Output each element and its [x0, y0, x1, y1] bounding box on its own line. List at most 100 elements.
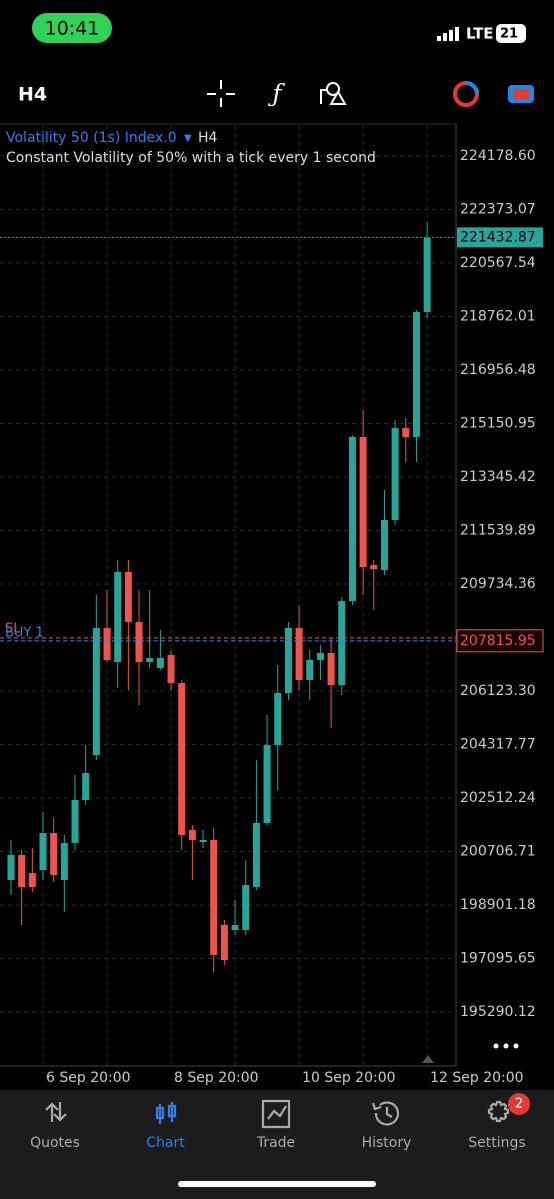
- candle-body: [348, 437, 356, 601]
- candle-body: [412, 311, 420, 437]
- nav-item[interactable]: History: [362, 1101, 412, 1151]
- time-pill: [32, 13, 112, 43]
- objects-button[interactable]: [320, 82, 347, 105]
- candle-body: [231, 925, 239, 931]
- candle-body: [156, 658, 164, 668]
- candle-body: [188, 830, 196, 840]
- home-indicator: [178, 1181, 376, 1187]
- candle-body: [370, 565, 378, 569]
- candle-body: [306, 659, 314, 680]
- y-tick-label: 222373.07: [460, 202, 536, 218]
- candle-body: [92, 627, 100, 755]
- indicators-button[interactable]: ƒ: [268, 80, 286, 108]
- x-tick-label: 10 Sep 20:00: [302, 1070, 395, 1086]
- candle-body: [18, 854, 26, 887]
- nav-label: Trade: [256, 1135, 295, 1151]
- x-tick-label: 8 Sep 20:00: [174, 1070, 259, 1086]
- y-tick-label: 215150.95: [460, 415, 536, 431]
- nav-label: History: [362, 1135, 412, 1151]
- crosshair-button[interactable]: [207, 80, 235, 107]
- candle-body: [167, 655, 175, 684]
- candle-body: [71, 799, 79, 843]
- nav-icon: [371, 1101, 400, 1126]
- y-tick-label: 195290.12: [460, 1004, 536, 1020]
- y-tick-label: 220567.54: [460, 255, 536, 271]
- sl-label: SL: [5, 621, 21, 636]
- candle-body: [391, 427, 399, 520]
- y-tick-label: 204317.77: [460, 736, 536, 752]
- chart-timeframe: H4: [198, 130, 218, 146]
- y-tick-label: 207815.95: [460, 633, 536, 649]
- candle-body: [60, 842, 68, 880]
- nav-items: Quotes Chart Trade History Settings 2: [30, 1093, 530, 1151]
- x-tick-label: 6 Sep 20:00: [46, 1070, 131, 1086]
- candle-body: [114, 571, 122, 663]
- nav-item[interactable]: Quotes: [30, 1102, 80, 1151]
- scroll-marker: [422, 1055, 434, 1063]
- y-tick-label: 209734.36: [460, 576, 536, 592]
- candle-body: [242, 885, 250, 931]
- clock-button[interactable]: [453, 81, 479, 107]
- nav-icon: [487, 1100, 510, 1123]
- y-tick-label: 206123.30: [460, 683, 536, 699]
- status-battery: 21: [500, 27, 518, 42]
- candle-body: [316, 653, 324, 660]
- current-price-box: [457, 227, 543, 248]
- nav-icon: [261, 1099, 291, 1129]
- nav-label: Settings: [468, 1135, 525, 1151]
- more-button[interactable]: [493, 1043, 519, 1049]
- candle-body: [263, 745, 271, 823]
- candle-body: [327, 653, 335, 685]
- candle-body: [50, 833, 58, 875]
- current-price-label: 221432.87: [460, 229, 536, 245]
- y-tick-label: 213345.42: [460, 469, 536, 485]
- trade-button[interactable]: [508, 85, 534, 103]
- y-tick-label: 224178.60: [460, 148, 536, 164]
- candle-body: [274, 693, 282, 745]
- candle-body: [124, 571, 132, 623]
- nav-label: Quotes: [30, 1135, 80, 1151]
- plot: [0, 125, 456, 1065]
- candle-body: [220, 925, 228, 960]
- nav-item[interactable]: Chart: [146, 1102, 185, 1151]
- candle-body: [380, 519, 388, 571]
- y-tick-label: 202512.24: [460, 790, 536, 806]
- candle-body: [135, 622, 143, 663]
- nav-icon: [155, 1102, 177, 1124]
- candle-body: [295, 627, 303, 680]
- candle-body: [210, 839, 218, 955]
- badge-count: 2: [515, 1097, 523, 1112]
- y-tick-label: 200706.71: [460, 843, 536, 859]
- bottom-nav: [0, 1090, 554, 1199]
- timeframe-button[interactable]: H4: [18, 84, 47, 106]
- order-label: BUY 1: [5, 625, 44, 640]
- candle-body: [82, 773, 90, 800]
- candle-body: [359, 437, 367, 568]
- symbol-name[interactable]: Volatility 50 (1s) Index.0: [6, 130, 177, 146]
- candle-body: [146, 658, 154, 663]
- candle-body: [252, 822, 260, 887]
- y-tick-label: 211539.89: [460, 522, 536, 538]
- y-tick-label: 197095.65: [460, 950, 536, 966]
- status-time: 10:41: [45, 18, 100, 40]
- candle-body: [284, 627, 292, 693]
- candle-body: [178, 683, 186, 835]
- symbol-dropdown[interactable]: ▼: [184, 133, 192, 144]
- nav-label: Chart: [146, 1135, 185, 1151]
- candle-body: [7, 854, 15, 880]
- nav-item[interactable]: Trade: [256, 1099, 295, 1151]
- y-tick-label: 216956.48: [460, 362, 536, 378]
- candle-body: [338, 601, 346, 685]
- nav-item[interactable]: Settings: [468, 1100, 526, 1151]
- y-tick-label: 198901.18: [460, 897, 536, 913]
- y-tick-label: 218762.01: [460, 308, 536, 324]
- candle-body: [423, 238, 431, 312]
- x-tick-label: 12 Sep 20:00: [430, 1070, 523, 1086]
- candle-body: [39, 833, 47, 871]
- candle-body: [103, 627, 111, 660]
- candle-body: [28, 873, 36, 887]
- battery-icon: [496, 24, 526, 43]
